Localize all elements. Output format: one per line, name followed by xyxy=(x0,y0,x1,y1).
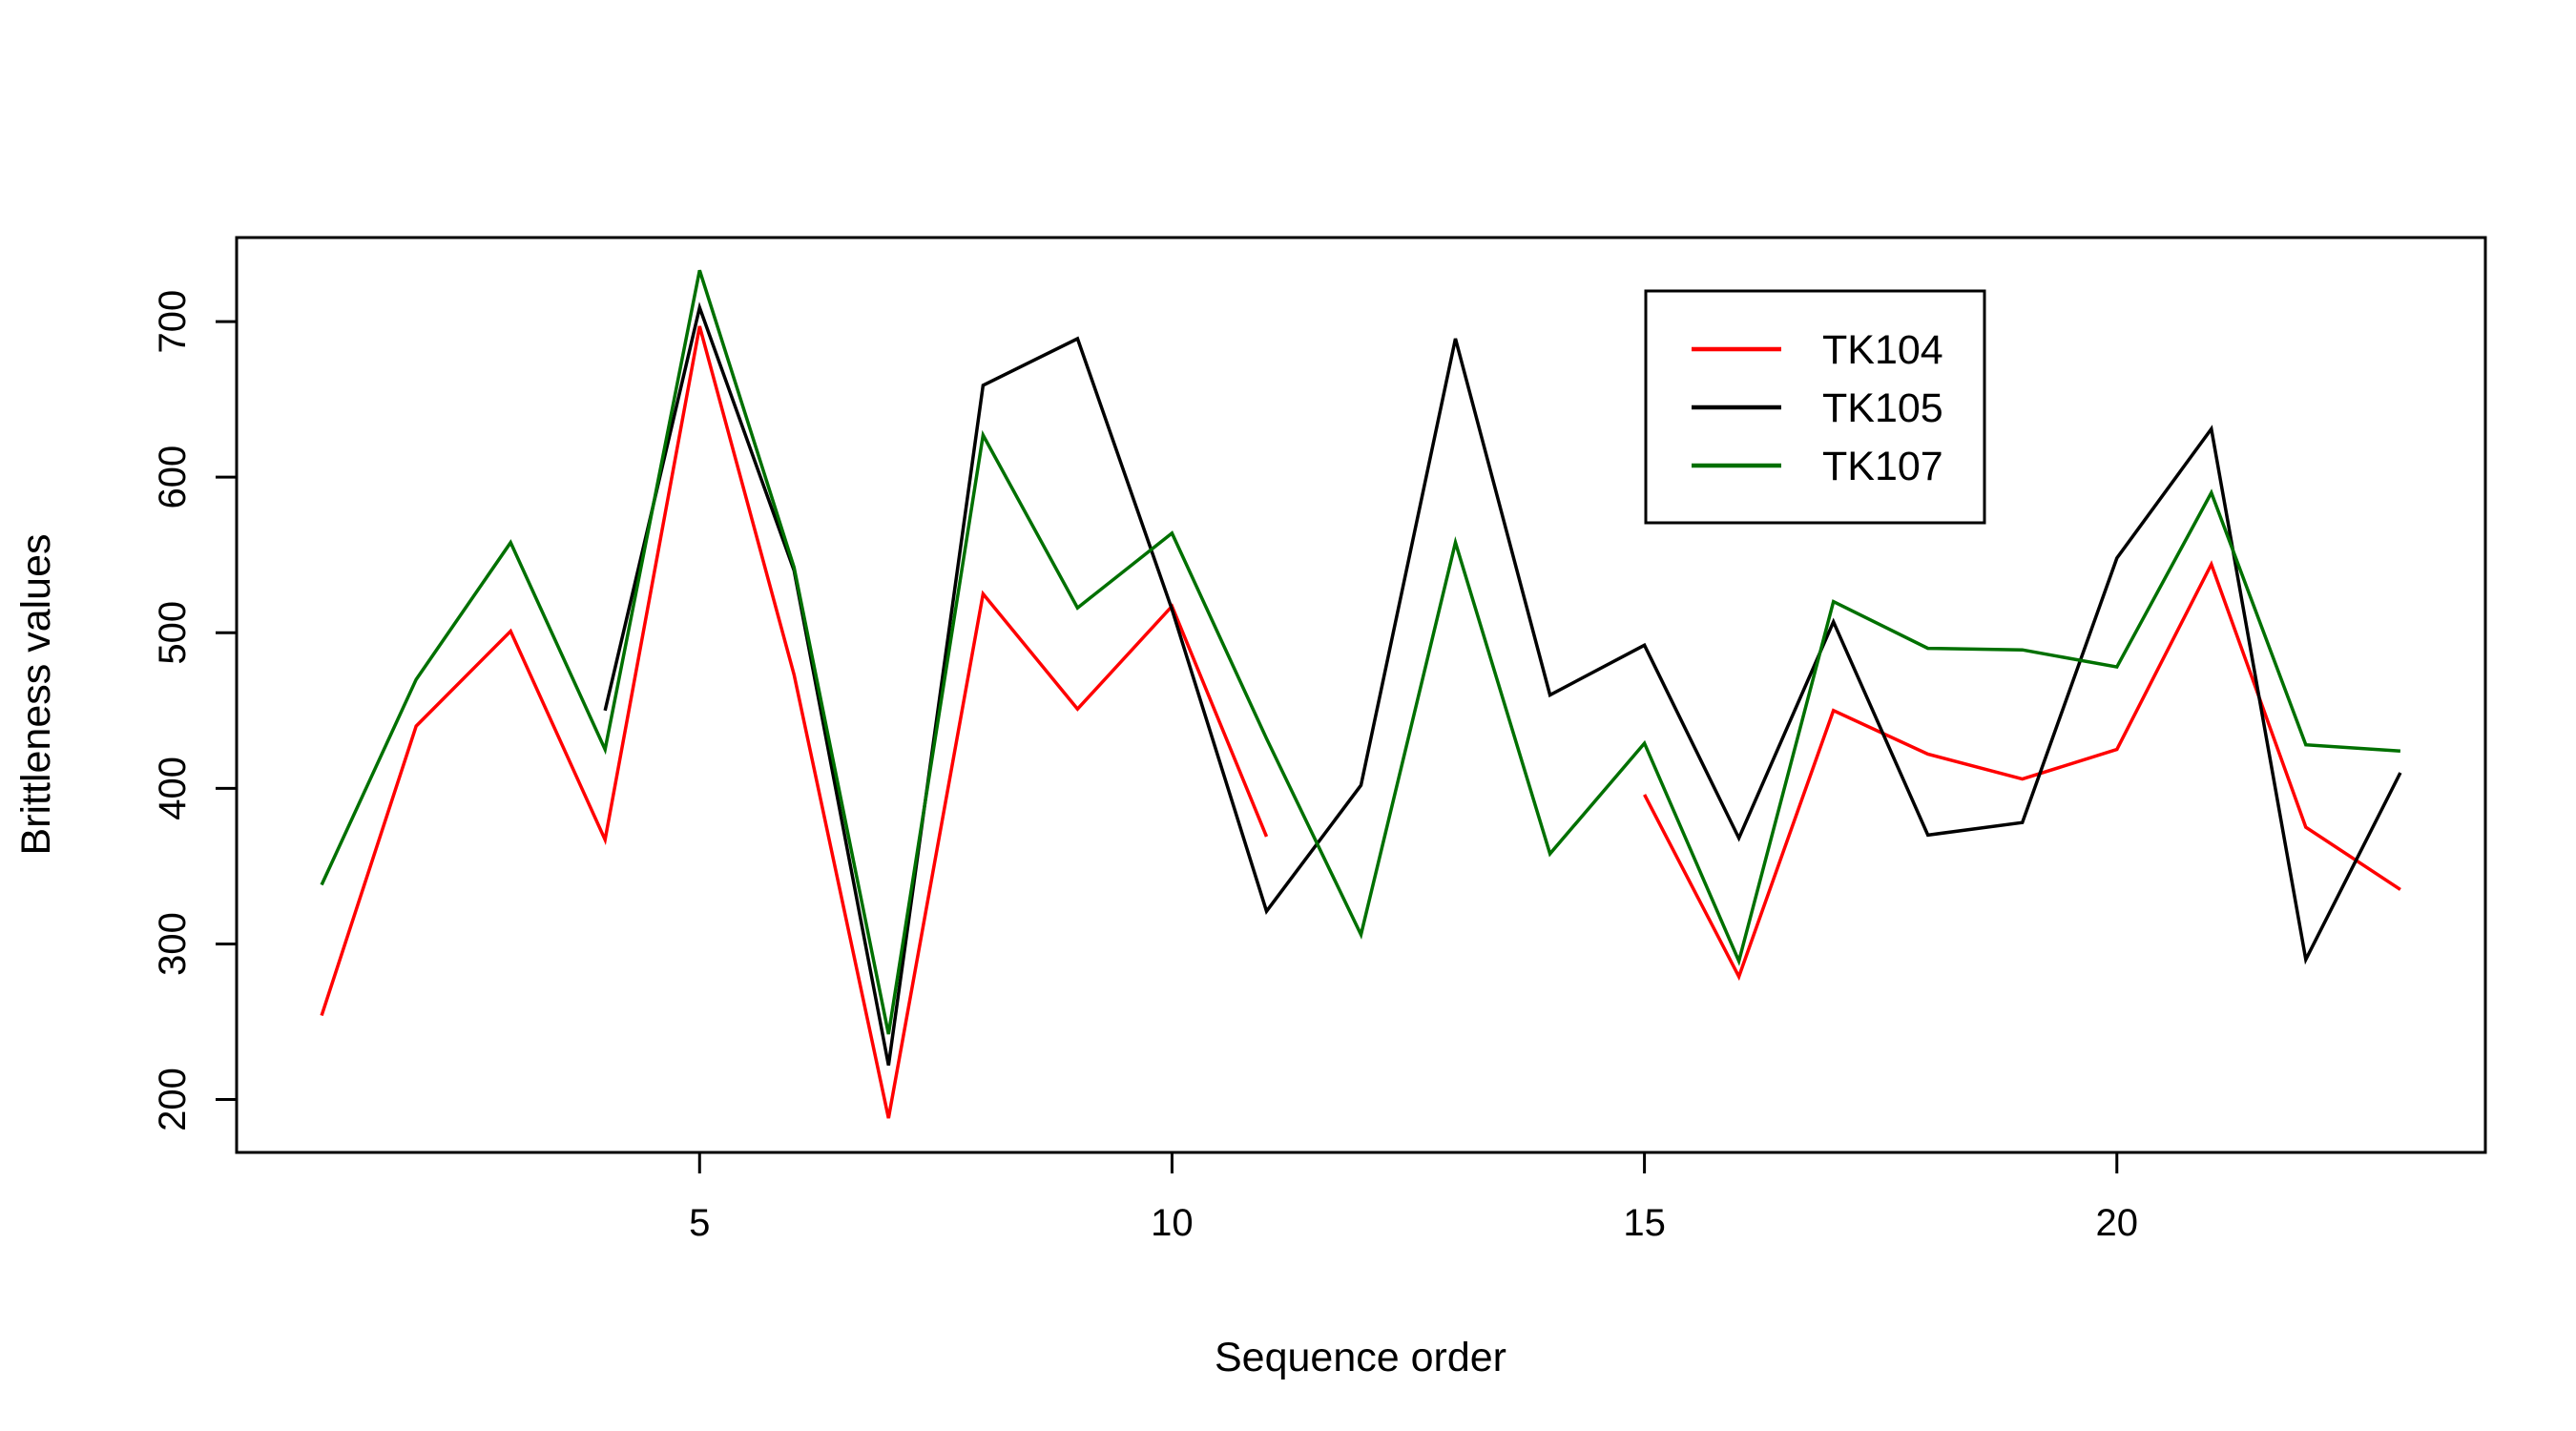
y-tick-label: 600 xyxy=(152,446,194,509)
series-line-tk107 xyxy=(320,269,2401,1035)
y-tick-label: 700 xyxy=(152,290,194,354)
x-tick-label: 20 xyxy=(2096,1202,2139,1244)
y-axis-label: Brittleness values xyxy=(13,534,59,856)
legend-items: TK104 TK105 TK107 xyxy=(1692,327,1943,489)
series-line-tk104 xyxy=(320,325,2401,1119)
x-axis: 5 10 15 20 xyxy=(689,1152,2138,1244)
x-tick-label: 10 xyxy=(1151,1202,1194,1244)
y-axis: 200 300 400 500 600 700 xyxy=(152,290,237,1131)
x-tick-label: 15 xyxy=(1623,1202,1666,1244)
y-tick-label: 400 xyxy=(152,757,194,820)
legend: TK104 TK105 TK107 xyxy=(1644,289,1986,525)
legend-label-tk105: TK105 xyxy=(1822,385,1943,431)
legend-label-tk104: TK104 xyxy=(1822,327,1943,373)
series-line-tk105 xyxy=(603,301,2402,1067)
plot-frame xyxy=(235,236,2487,1154)
y-tick-label: 300 xyxy=(152,912,194,976)
y-tick-label: 200 xyxy=(152,1068,194,1131)
legend-label-tk107: TK107 xyxy=(1822,444,1943,489)
y-tick-label: 500 xyxy=(152,601,194,665)
x-axis-label: Sequence order xyxy=(1215,1335,1506,1380)
series-layer xyxy=(320,269,2402,1119)
x-tick-label: 5 xyxy=(689,1202,710,1244)
